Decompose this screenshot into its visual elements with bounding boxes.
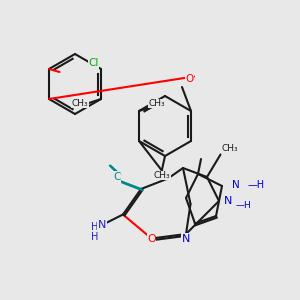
Text: —H: —H — [248, 179, 265, 190]
Text: H: H — [91, 221, 98, 232]
Text: N: N — [182, 233, 190, 244]
Text: CH₃: CH₃ — [72, 99, 88, 108]
Text: Cl: Cl — [88, 58, 99, 68]
Text: N: N — [98, 220, 106, 230]
Text: N: N — [224, 196, 232, 206]
Text: —H: —H — [236, 201, 251, 210]
Text: C: C — [113, 172, 121, 182]
Text: O: O — [147, 233, 156, 244]
Text: O: O — [185, 74, 194, 85]
Text: H: H — [91, 232, 98, 242]
Text: CH₃: CH₃ — [154, 171, 170, 180]
Text: N: N — [232, 179, 239, 190]
Text: CH₃: CH₃ — [149, 99, 165, 108]
Text: CH₃: CH₃ — [221, 144, 238, 153]
